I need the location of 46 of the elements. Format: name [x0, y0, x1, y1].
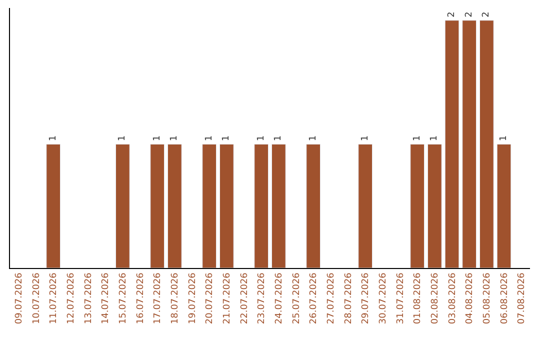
x-tick-label: 23.07.2026 [257, 272, 268, 324]
x-tick-label: 24.07.2026 [274, 272, 285, 324]
x-tick-label: 15.07.2026 [118, 272, 129, 324]
x-tick-label: 30.07.2026 [378, 272, 389, 324]
x-tick-label: 19.07.2026 [188, 272, 198, 324]
x-tick-label: 06.08.2026 [500, 272, 510, 324]
x-tick-label: 29.07.2026 [361, 272, 372, 324]
x-tick-label: 26.07.2026 [309, 272, 320, 324]
data-label: 1 [170, 135, 180, 142]
x-tick-label: 16.07.2026 [136, 272, 146, 324]
x-tick-label: 28.07.2026 [344, 272, 354, 324]
data-label: 2 [482, 12, 492, 18]
x-tick-label: 05.08.2026 [482, 272, 493, 324]
x-tick-label: 17.07.2026 [153, 272, 164, 324]
x-tick-label: 01.08.2026 [413, 272, 424, 324]
x-tick-label: 10.07.2026 [32, 272, 42, 324]
data-label: 1 [256, 135, 266, 142]
x-tick-label: 21.07.2026 [222, 272, 233, 324]
x-tick-label: 14.07.2026 [101, 272, 112, 324]
data-label: 1 [412, 135, 422, 142]
x-tick-label: 20.07.2026 [205, 272, 216, 324]
data-label: 1 [360, 135, 370, 142]
data-label: 1 [222, 135, 232, 142]
x-tick-label: 12.07.2026 [66, 272, 77, 324]
data-label: 2 [447, 12, 457, 18]
x-tick-label: 07.08.2026 [517, 272, 528, 324]
data-label: 1 [152, 135, 162, 142]
x-tick-label: 18.07.2026 [170, 272, 181, 324]
x-tick-label: 22.07.2026 [240, 272, 250, 324]
data-label: 1 [48, 135, 58, 142]
x-tick-label: 31.07.2026 [396, 272, 406, 324]
data-label: 1 [430, 135, 440, 142]
data-label: 1 [204, 135, 214, 142]
data-label: 2 [464, 12, 474, 18]
x-tick-label: 25.07.2026 [292, 272, 302, 324]
data-label: 1 [499, 135, 509, 142]
data-label: 1 [118, 135, 128, 142]
x-tick-label: 04.08.2026 [465, 272, 476, 324]
x-tick-label: 27.07.2026 [326, 272, 337, 324]
data-label: 1 [308, 135, 318, 142]
x-tick-label: 02.08.2026 [430, 272, 441, 324]
x-tick-label: 13.07.2026 [84, 272, 94, 324]
x-tick-label: 03.08.2026 [448, 272, 458, 324]
data-label: 1 [274, 135, 284, 142]
x-tick-label: 11.07.2026 [49, 272, 60, 324]
x-tick-label: 09.07.2026 [14, 272, 25, 324]
